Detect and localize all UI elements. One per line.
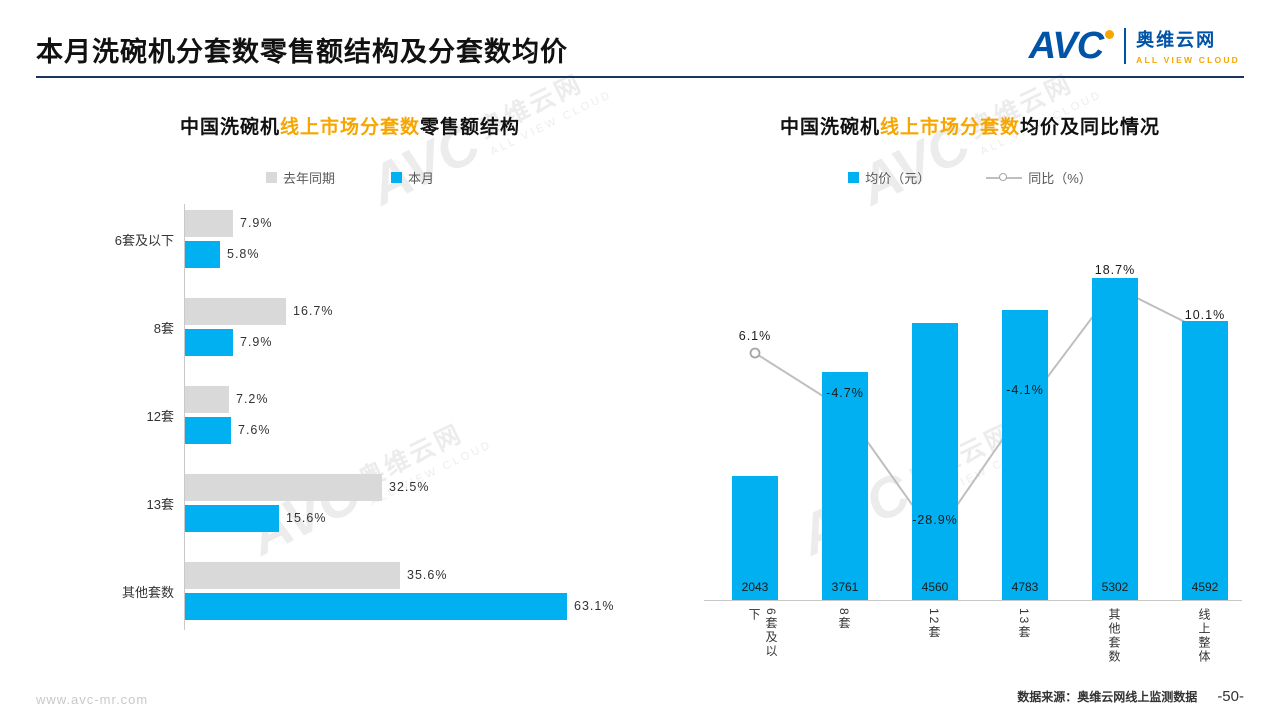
right-title-highlight: 线上市场分套数 bbox=[879, 117, 1020, 138]
bar-current-month bbox=[185, 505, 279, 532]
price-value-label: 3761 bbox=[831, 580, 859, 594]
yoy-value-label: 6.1% bbox=[738, 329, 772, 343]
right-chart-title: 中国洗碗机线上市场分套数均价及同比情况 bbox=[690, 112, 1250, 139]
x-axis-label: 13套 bbox=[1017, 608, 1031, 640]
avc-logo-text: AVC bbox=[1028, 24, 1104, 67]
bar-last-year bbox=[185, 298, 286, 325]
x-axis-label: 12套 bbox=[927, 608, 941, 640]
page-number: -50- bbox=[1217, 688, 1244, 705]
price-bar bbox=[822, 372, 868, 600]
price-value-label: 4560 bbox=[921, 580, 949, 594]
bar-value-label: 7.2% bbox=[236, 392, 269, 406]
left-axis-line bbox=[184, 204, 185, 630]
header-divider bbox=[36, 76, 1244, 78]
price-value-label: 4592 bbox=[1191, 580, 1219, 594]
bar-value-label: 16.7% bbox=[293, 304, 334, 318]
legend-swatch-last-year bbox=[265, 172, 277, 183]
bar-last-year bbox=[185, 562, 400, 589]
price-bar bbox=[732, 476, 778, 600]
bar-value-label: 7.9% bbox=[240, 335, 273, 349]
legend-item-yoy: 同比（%） bbox=[986, 168, 1092, 187]
legend-label-avg-price: 均价（元） bbox=[865, 171, 931, 186]
category-label: 8套 bbox=[153, 321, 174, 336]
bar-value-label: 7.9% bbox=[240, 216, 273, 230]
bar-value-label: 5.8% bbox=[227, 247, 260, 261]
right-chart-legend: 均价（元） 同比（%） bbox=[690, 168, 1250, 187]
legend-label-yoy: 同比（%） bbox=[1028, 171, 1092, 186]
right-chart-panel: 中国洗碗机线上市场分套数均价及同比情况 均价（元） 同比（%） 2043 6套及以… bbox=[690, 100, 1250, 670]
price-bar bbox=[912, 323, 958, 600]
price-value-label: 2043 bbox=[741, 580, 769, 594]
yoy-value-label: -28.9% bbox=[912, 513, 958, 527]
left-chart-legend: 去年同期 本月 bbox=[60, 168, 640, 187]
left-chart-title: 中国洗碗机线上市场分套数零售额结构 bbox=[60, 112, 640, 139]
bar-current-month bbox=[185, 241, 220, 268]
x-axis-label: 线上整体 bbox=[1197, 608, 1211, 664]
price-bar bbox=[1002, 310, 1048, 600]
price-bar bbox=[1182, 321, 1228, 600]
right-plot: 2043 6套及以下 6.1% 3761 8套 -4.7% 4560 12套 -28.9% 478… bbox=[690, 200, 1250, 670]
data-source: 数据来源：奥维云网线上监测数据 bbox=[1017, 690, 1198, 704]
yoy-marker-icon bbox=[999, 172, 1008, 181]
price-value-label: 4783 bbox=[1011, 580, 1039, 594]
category-label: 其他套数 bbox=[121, 585, 174, 600]
legend-item-avg-price: 均价（元） bbox=[848, 168, 930, 187]
price-bar bbox=[1092, 278, 1138, 600]
left-chart-panel: 中国洗碗机线上市场分套数零售额结构 去年同期 本月 6套及以下 7.9% 5.8% 8… bbox=[60, 100, 640, 670]
category-label: 12套 bbox=[146, 409, 174, 424]
bar-value-label: 63.1% bbox=[574, 599, 615, 613]
left-plot: 6套及以下 7.9% 5.8% 8套 16.7% 7.9% 12套 7.2% 7.6% 13套 32… bbox=[60, 200, 640, 670]
bar-current-month bbox=[185, 593, 567, 620]
category-label: 13套 bbox=[146, 497, 174, 512]
bar-value-label: 7.6% bbox=[238, 423, 271, 437]
right-title-part1: 中国洗碗机 bbox=[779, 117, 880, 138]
bar-last-year bbox=[185, 386, 229, 413]
bar-value-label: 35.6% bbox=[407, 568, 448, 582]
legend-item-current-month: 本月 bbox=[391, 168, 434, 187]
avc-logo-mark: AVC bbox=[1028, 24, 1115, 67]
x-axis-label: 8套 bbox=[837, 608, 851, 631]
category-label: 6套及以下 bbox=[114, 233, 174, 248]
yoy-value-label: 10.1% bbox=[1184, 308, 1226, 322]
x-axis-label: 6套及以下 bbox=[747, 608, 778, 659]
legend-swatch-current-month bbox=[391, 172, 402, 183]
bar-current-month bbox=[185, 329, 233, 356]
bar-value-label: 32.5% bbox=[389, 480, 430, 494]
avc-logo: AVC 奥维云网 ALL VIEW CLOUD bbox=[1028, 24, 1240, 67]
right-axis-line bbox=[704, 600, 1242, 601]
bar-last-year bbox=[185, 474, 382, 501]
logo-divider bbox=[1124, 27, 1127, 64]
yoy-value-label: -4.7% bbox=[826, 386, 864, 400]
bar-last-year bbox=[185, 210, 233, 237]
legend-label-last-year: 去年同期 bbox=[282, 171, 335, 186]
avc-logo-dot-icon bbox=[1105, 29, 1115, 39]
right-title-part2: 均价及同比情况 bbox=[1020, 117, 1161, 138]
page-title: 本月洗碗机分套数零售额结构及分套数均价 bbox=[36, 37, 568, 67]
price-value-label: 5302 bbox=[1101, 580, 1129, 594]
footer: 数据来源：奥维云网线上监测数据 -50- bbox=[1017, 688, 1244, 705]
bar-value-label: 15.6% bbox=[286, 511, 327, 525]
legend-label-current-month: 本月 bbox=[408, 171, 435, 186]
yoy-line-sample-icon bbox=[986, 172, 1023, 181]
left-title-part2: 零售额结构 bbox=[420, 117, 521, 138]
yoy-value-label: -4.1% bbox=[1006, 383, 1044, 397]
left-title-part1: 中国洗碗机 bbox=[179, 117, 280, 138]
logo-en-name: ALL VIEW CLOUD bbox=[1136, 55, 1240, 65]
legend-item-last-year: 去年同期 bbox=[265, 168, 335, 187]
left-title-highlight: 线上市场分套数 bbox=[279, 117, 420, 138]
logo-cn-name: 奥维云网 bbox=[1136, 30, 1217, 50]
yoy-value-label: 18.7% bbox=[1094, 263, 1136, 277]
bar-current-month bbox=[185, 417, 231, 444]
site-url: www.avc-mr.com bbox=[36, 692, 149, 707]
x-axis-label: 其他套数 bbox=[1107, 608, 1121, 664]
legend-swatch-avg-price bbox=[848, 172, 860, 183]
